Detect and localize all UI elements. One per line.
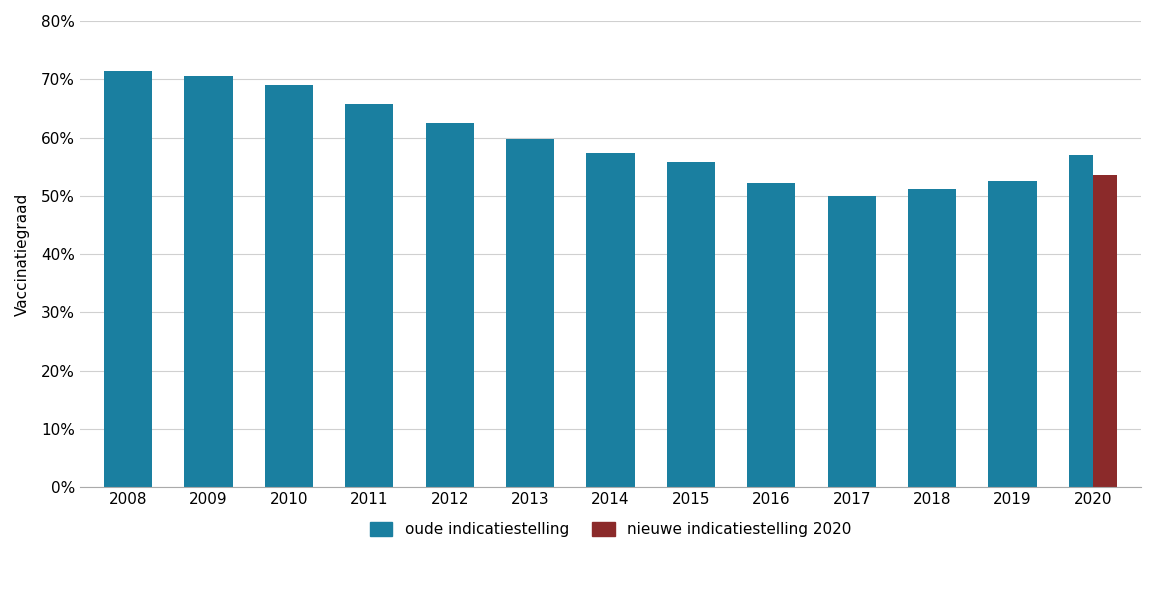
Bar bbox=[185, 76, 232, 487]
Legend: oude indicatiestelling, nieuwe indicatiestelling 2020: oude indicatiestelling, nieuwe indicatie… bbox=[362, 515, 859, 545]
Bar bbox=[506, 139, 554, 487]
Bar bbox=[828, 196, 876, 487]
Bar bbox=[747, 183, 795, 487]
Bar bbox=[1092, 175, 1117, 487]
Bar bbox=[425, 123, 474, 487]
Bar bbox=[667, 162, 714, 487]
Bar bbox=[1068, 155, 1092, 487]
Y-axis label: Vaccinatiegraad: Vaccinatiegraad bbox=[15, 192, 30, 315]
Bar bbox=[988, 181, 1037, 487]
Bar bbox=[346, 104, 393, 487]
Bar bbox=[586, 153, 635, 487]
Bar bbox=[104, 71, 153, 487]
Bar bbox=[907, 189, 956, 487]
Bar bbox=[265, 85, 313, 487]
